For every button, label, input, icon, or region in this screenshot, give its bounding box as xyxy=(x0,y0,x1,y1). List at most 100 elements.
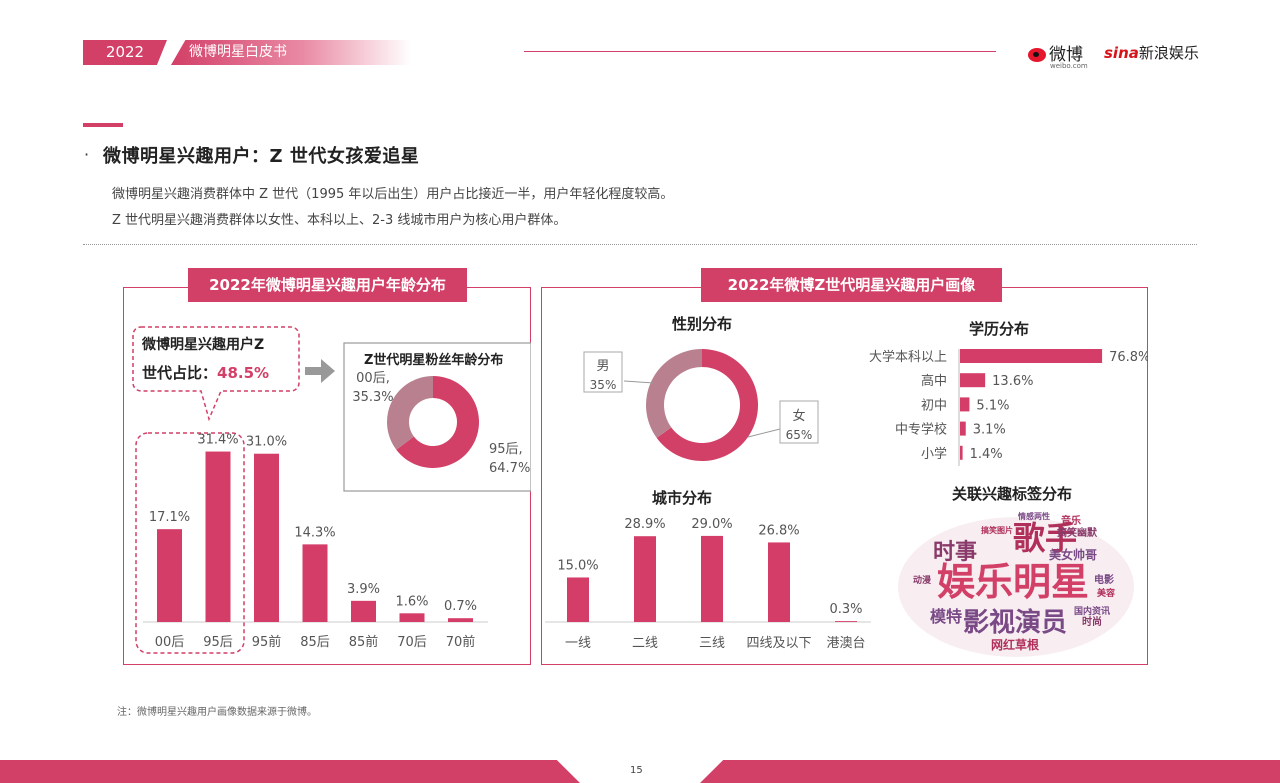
inset-label-00: 00后, xyxy=(356,371,390,386)
report-title-banner: 微博明星白皮书 xyxy=(171,40,411,65)
age-bar-value: 14.3% xyxy=(294,525,335,540)
city-bar-label: 三线 xyxy=(699,636,725,651)
city-bar xyxy=(634,536,656,622)
tags-title: 关联兴趣标签分布 xyxy=(952,485,1072,503)
education-label: 中专学校 xyxy=(895,422,947,438)
cloud-word: 美女帅哥 xyxy=(1049,547,1097,562)
age-panel-title: 2022年微博明星兴趣用户年龄分布 xyxy=(188,268,467,302)
cloud-word: 情感两性 xyxy=(1017,511,1050,521)
zgen-profile-charts: 性别分布 男 35% 女 65% 学历分布 大学本科以上 76.8% 高中 13.6% 初中 5… xyxy=(545,315,1148,657)
z-generation-highlight xyxy=(135,432,245,654)
footer-band-right xyxy=(700,760,1280,783)
age-bar-value: 17.1% xyxy=(149,510,190,525)
education-bar xyxy=(960,349,1103,363)
cloud-word: 网红草根 xyxy=(991,637,1039,652)
section-paragraph-2: Z 世代明星兴趣消费群体以女性、本科以上、2-3 线城市用户为核心用户群体。 xyxy=(112,213,567,228)
section-paragraph-1: 微博明星兴趣消费群体中 Z 世代（1995 年以后出生）用户占比接近一半，用户年… xyxy=(112,187,674,202)
inset-value-00: 35.3% xyxy=(352,390,393,405)
gender-value-female: 65% xyxy=(786,428,813,442)
age-bar-label: 70后 xyxy=(397,635,427,650)
gender-leader-female xyxy=(747,428,781,438)
city-bar-label: 四线及以下 xyxy=(746,636,811,651)
donut-slice xyxy=(646,349,702,438)
city-bars: 15.0% 一线 28.9% 二线 29.0% 三线 26.8% 四线及以下 0.3% 港澳台 xyxy=(545,517,871,651)
gender-value-male: 35% xyxy=(590,378,617,392)
gender-label-female: 女 xyxy=(792,408,805,424)
gender-donut: 男 35% 女 65% xyxy=(583,349,819,461)
word-cloud-bg xyxy=(898,517,1134,657)
cloud-word: 美容 xyxy=(1097,587,1115,599)
education-bar xyxy=(960,373,986,388)
age-bar-value: 0.7% xyxy=(444,599,477,614)
cloud-word: 时尚 xyxy=(1082,615,1102,628)
city-bar-label: 二线 xyxy=(632,636,658,651)
gender-label-male: 男 xyxy=(596,359,609,374)
age-bar xyxy=(351,600,376,622)
cloud-word: 动漫 xyxy=(913,574,932,586)
cloud-word: 模特 xyxy=(930,607,962,626)
callout-bubble xyxy=(132,326,300,422)
age-bar xyxy=(254,453,279,622)
education-title: 学历分布 xyxy=(969,320,1029,338)
city-bar xyxy=(835,621,857,622)
age-bar-value: 3.9% xyxy=(347,582,380,597)
city-bar xyxy=(567,577,589,622)
education-value: 76.8% xyxy=(1109,350,1148,365)
city-bar-label: 港澳台 xyxy=(826,635,865,651)
callout-line1: 微博明星兴趣用户Z xyxy=(141,336,264,353)
city-bar-value: 29.0% xyxy=(691,517,732,532)
education-value: 3.1% xyxy=(973,423,1006,438)
age-bar xyxy=(399,613,425,622)
section-title: 微博明星兴趣用户：Z 世代女孩爱追星 xyxy=(103,146,420,167)
cloud-word: 娱乐明星 xyxy=(937,560,1089,604)
age-bars: 17.1% 00后 31.4% 95后 31.0% 95前 14.3% 85后 3.9% 85前 1… xyxy=(143,433,488,650)
age-bar-label: 95后 xyxy=(203,635,233,650)
age-bar-label: 70前 xyxy=(446,634,476,650)
cloud-word: 影视演员 xyxy=(963,607,1067,638)
sina-ent-logo: sina新浪娱乐 xyxy=(1104,42,1199,63)
callout-line2: 世代占比：48.5% xyxy=(142,364,269,382)
age-bar-label: 95前 xyxy=(252,634,282,650)
age-bar-label: 85前 xyxy=(349,634,379,650)
gender-leader-male xyxy=(623,380,655,384)
cloud-word: 搞笑图片 xyxy=(981,525,1013,535)
education-label: 初中 xyxy=(921,398,947,413)
education-value: 13.6% xyxy=(992,374,1033,389)
education-bar xyxy=(960,445,963,460)
cloud-word: 音乐 xyxy=(1061,514,1081,527)
report-year-badge: 2022 xyxy=(83,40,167,65)
callout-value: 48.5% xyxy=(217,364,269,382)
page-number: 15 xyxy=(630,765,643,776)
gender-title: 性别分布 xyxy=(672,315,732,333)
education-bars: 大学本科以上 76.8% 高中 13.6% 初中 5.1% 中专学校 3.1% 小学 1.4% xyxy=(869,349,1148,466)
city-bar xyxy=(701,535,723,622)
city-bar-value: 0.3% xyxy=(829,602,862,617)
cloud-word: 时事 xyxy=(933,539,977,565)
source-note: 注：微博明星兴趣用户画像数据来源于微博。 xyxy=(117,707,317,718)
cloud-word: 国内资讯 xyxy=(1074,605,1110,617)
weibo-eye-icon xyxy=(1028,48,1046,62)
city-bar-label: 一线 xyxy=(565,636,591,651)
age-bar-label: 00后 xyxy=(155,635,185,650)
arrow-right-icon xyxy=(305,359,335,383)
age-bar-value: 31.4% xyxy=(197,433,238,448)
weibo-logo-sub: weibo.com xyxy=(1050,62,1088,70)
city-bar-value: 28.9% xyxy=(624,517,665,532)
donut-slice xyxy=(387,376,433,450)
sina-logo-mark: sina xyxy=(1104,44,1139,62)
education-value: 5.1% xyxy=(976,398,1009,413)
city-bar-value: 15.0% xyxy=(557,558,598,573)
inset-title: Z世代明星粉丝年龄分布 xyxy=(364,352,503,368)
inset-donut: 00后, 35.3% 95后, 64.7% xyxy=(352,371,530,476)
inset-value-95: 64.7% xyxy=(489,461,530,476)
gender-box-male xyxy=(583,351,623,393)
callout-line2-label: 世代占比： xyxy=(142,364,217,382)
inset-label-95: 95后, xyxy=(489,442,523,457)
dotted-divider xyxy=(83,244,1197,245)
education-label: 高中 xyxy=(921,373,947,389)
section-bullet: · xyxy=(84,145,90,164)
age-bar xyxy=(302,544,328,622)
cloud-word: 歌手 xyxy=(1013,519,1077,557)
age-bar xyxy=(205,451,231,622)
